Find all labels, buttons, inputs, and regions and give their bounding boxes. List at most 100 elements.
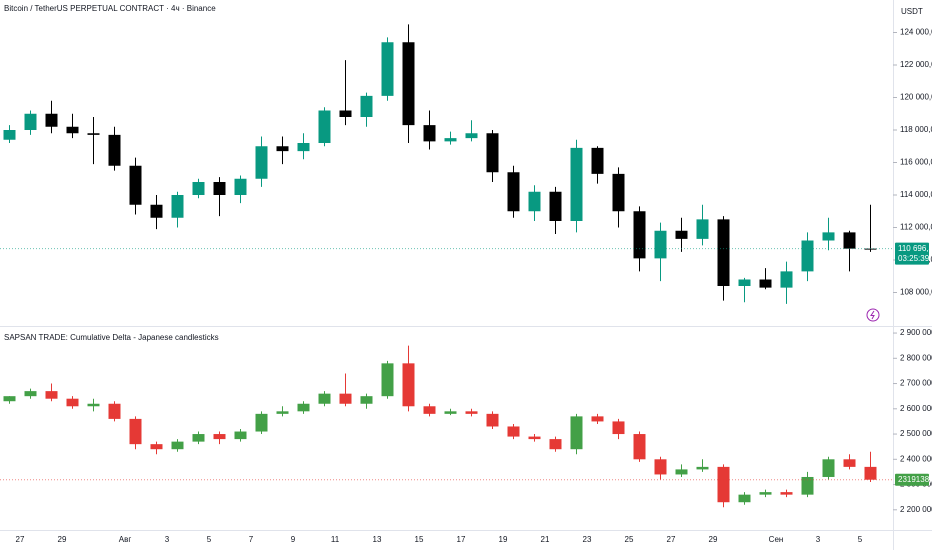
x-tick-label: Сен bbox=[769, 535, 784, 544]
candle-body bbox=[591, 416, 604, 422]
x-tick-label: 27 bbox=[667, 535, 676, 544]
candle-body bbox=[843, 232, 856, 249]
candle-body bbox=[171, 441, 184, 450]
price-pane-title: Bitcoin / TetherUS PERPETUAL CONTRACT · … bbox=[4, 4, 216, 13]
candle-body bbox=[66, 398, 79, 407]
y-tick-label: 2 800 000,0 bbox=[900, 353, 932, 362]
candle-body bbox=[612, 421, 625, 435]
candle-body bbox=[213, 434, 226, 440]
x-tick-label: 23 bbox=[583, 535, 592, 544]
y-tick-label: 120 000,0 bbox=[900, 93, 932, 102]
x-tick-label: 21 bbox=[541, 535, 550, 544]
candle-body bbox=[759, 279, 772, 288]
candle-body bbox=[339, 393, 352, 404]
candle-body bbox=[822, 459, 835, 477]
x-tick-label: 25 bbox=[625, 535, 634, 544]
candle-body bbox=[3, 130, 16, 140]
last-value-label: 2319138,9 bbox=[898, 475, 932, 484]
y-tick-label: 108 000,0 bbox=[900, 288, 932, 297]
candle-body bbox=[843, 459, 856, 467]
candle-body bbox=[234, 431, 247, 440]
candle-body bbox=[612, 173, 625, 212]
candle-body bbox=[633, 434, 646, 460]
x-tick-label: 9 bbox=[291, 535, 296, 544]
candle-body bbox=[486, 413, 499, 427]
candle-body bbox=[255, 413, 268, 432]
y-tick-label: 2 600 000,0 bbox=[900, 404, 932, 413]
x-tick-label: 3 bbox=[816, 535, 821, 544]
indicator-title: SAPSAN TRADE: Cumulative Delta - Japanes… bbox=[4, 333, 219, 342]
countdown: 03:25:39 bbox=[898, 254, 930, 263]
candle-body bbox=[276, 146, 289, 152]
last-value-box bbox=[895, 473, 929, 486]
candle-body bbox=[570, 416, 583, 450]
x-tick-label: 29 bbox=[709, 535, 718, 544]
candle-body bbox=[192, 182, 205, 195]
alert-icon[interactable] bbox=[866, 308, 880, 322]
candle-body bbox=[801, 240, 814, 272]
x-tick-label: 15 bbox=[415, 535, 424, 544]
candle-body bbox=[402, 42, 415, 126]
candle-body bbox=[696, 466, 709, 470]
x-tick-label: 27 bbox=[16, 535, 25, 544]
x-tick-label: 19 bbox=[499, 535, 508, 544]
candle-body bbox=[423, 125, 436, 142]
x-tick-label: 17 bbox=[457, 535, 466, 544]
candle-body bbox=[360, 396, 373, 404]
candle-body bbox=[864, 466, 877, 480]
x-tick-label: 5 bbox=[858, 535, 863, 544]
candle-body bbox=[108, 134, 121, 166]
candle-body bbox=[528, 191, 541, 212]
candle-body bbox=[129, 418, 142, 445]
y-tick-label: 2 700 000,0 bbox=[900, 379, 932, 388]
candle-body bbox=[444, 411, 457, 414]
last-value-label: 110 696,3 bbox=[898, 244, 932, 253]
candle-body bbox=[297, 403, 310, 412]
y-tick-label: 124 000,0 bbox=[900, 28, 932, 37]
candle-body bbox=[654, 459, 667, 475]
candle-body bbox=[339, 110, 352, 117]
y-tick-label: 122 000,0 bbox=[900, 60, 932, 69]
candle-body bbox=[528, 436, 541, 440]
candle-body bbox=[318, 110, 331, 143]
x-tick-label: 7 bbox=[249, 535, 254, 544]
x-tick-label: 5 bbox=[207, 535, 212, 544]
candle-body bbox=[507, 426, 520, 437]
candle-body bbox=[129, 165, 142, 205]
candle-body bbox=[780, 492, 793, 495]
candle-body bbox=[213, 182, 226, 195]
candle-body bbox=[717, 466, 730, 503]
candle-body bbox=[192, 434, 205, 442]
y-tick-label: 2 500 000,0 bbox=[900, 429, 932, 438]
last-value-box bbox=[895, 242, 929, 265]
candle-body bbox=[150, 204, 163, 218]
candle-body bbox=[423, 406, 436, 414]
candle-body bbox=[507, 172, 520, 212]
candle-body bbox=[150, 444, 163, 450]
x-tick-label: 3 bbox=[165, 535, 170, 544]
alert-bolt bbox=[870, 310, 875, 320]
candle-body bbox=[549, 191, 562, 221]
candle-body bbox=[381, 363, 394, 397]
candle-body bbox=[234, 178, 247, 195]
candle-body bbox=[759, 492, 772, 495]
candle-body bbox=[87, 133, 100, 135]
candle-body bbox=[675, 469, 688, 475]
candle-body bbox=[45, 113, 58, 127]
candle-body bbox=[24, 113, 37, 130]
candle-body bbox=[591, 147, 604, 174]
candle-body bbox=[444, 138, 457, 142]
candle-body bbox=[801, 476, 814, 495]
y-tick-label: 118 000,0 bbox=[900, 125, 932, 134]
unit-label: USDT bbox=[901, 7, 923, 16]
candle-body bbox=[822, 232, 835, 241]
candle-body bbox=[318, 393, 331, 404]
candle-body bbox=[360, 95, 373, 117]
candle-body bbox=[255, 146, 268, 179]
candle-body bbox=[633, 211, 646, 259]
candle-body bbox=[402, 363, 415, 407]
candle-body bbox=[108, 403, 121, 419]
y-tick-label: 116 000,0 bbox=[900, 158, 932, 167]
